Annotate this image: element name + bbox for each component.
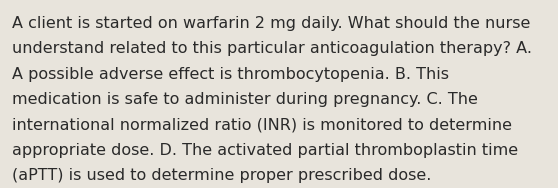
Text: international normalized ratio (INR) is monitored to determine: international normalized ratio (INR) is … (12, 118, 512, 133)
Text: understand related to this particular anticoagulation therapy? A.: understand related to this particular an… (12, 41, 532, 56)
Text: appropriate dose. D. The activated partial thromboplastin time: appropriate dose. D. The activated parti… (12, 143, 518, 158)
Text: medication is safe to administer during pregnancy. C. The: medication is safe to administer during … (12, 92, 478, 107)
Text: A client is started on warfarin 2 mg daily. What should the nurse: A client is started on warfarin 2 mg dai… (12, 16, 531, 31)
Text: (aPTT) is used to determine proper prescribed dose.: (aPTT) is used to determine proper presc… (12, 168, 432, 183)
Text: A possible adverse effect is thrombocytopenia. B. This: A possible adverse effect is thrombocyto… (12, 67, 449, 82)
